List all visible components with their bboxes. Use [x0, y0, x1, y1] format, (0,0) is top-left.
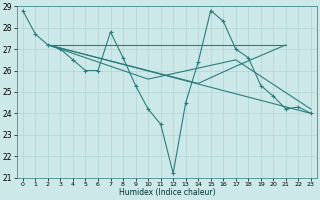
X-axis label: Humidex (Indice chaleur): Humidex (Indice chaleur)	[119, 188, 215, 197]
